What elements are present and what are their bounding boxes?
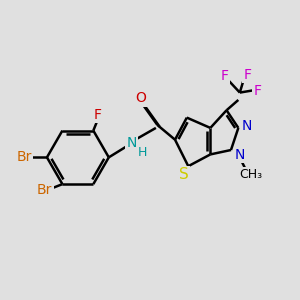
Text: Br: Br [37,183,52,197]
Text: F: F [221,69,229,83]
Text: O: O [136,92,147,106]
Text: S: S [179,167,189,182]
Text: N: N [242,118,252,133]
Text: Br: Br [16,150,32,164]
Text: CH₃: CH₃ [239,168,262,181]
Text: N: N [235,148,245,162]
Text: F: F [243,68,251,82]
Text: N: N [126,136,136,150]
Text: H: H [137,146,147,159]
Text: F: F [94,108,102,122]
Text: F: F [254,84,262,98]
